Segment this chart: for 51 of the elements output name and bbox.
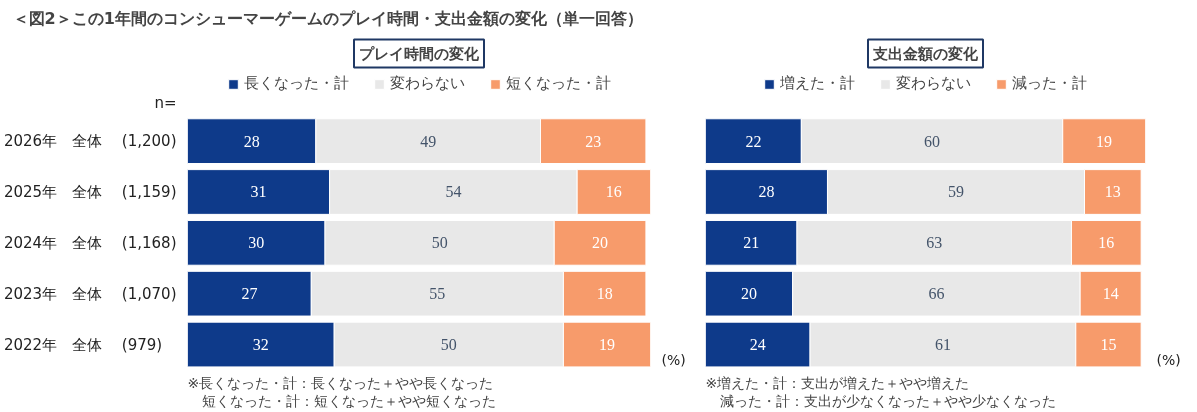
data-label: 31 — [250, 183, 267, 201]
data-label: 55 — [429, 285, 446, 303]
chart-title: 支出金額の変化 — [872, 44, 979, 63]
y-tick-label: 2024年 全体 (1,168) — [3, 233, 177, 252]
legend-label: 増えた・計 — [780, 74, 855, 93]
data-label: 49 — [420, 132, 437, 150]
legend-label: 変わらない — [389, 74, 465, 93]
text: ＜図2＞この1年間のコンシューマーゲームのプレイ時間・支出金額の変化（単一回答） — [12, 8, 643, 28]
y-tick-label: 2025年 全体 (1,159) — [3, 182, 177, 201]
data-label: 30 — [248, 234, 265, 252]
text: ※増えた・計：支出が増えた＋やや増えた — [705, 374, 970, 391]
text: (%) — [661, 351, 686, 368]
data-label: 32 — [252, 336, 269, 354]
y-tick-label: 2022年 全体 (979) — [3, 335, 163, 354]
data-label: 22 — [745, 132, 762, 150]
chart-title: プレイ時間の変化 — [359, 44, 480, 63]
data-label: 20 — [592, 234, 609, 252]
data-label: 54 — [445, 183, 462, 201]
data-label: 23 — [585, 132, 602, 150]
data-label: 50 — [440, 336, 457, 354]
text: 短くなった・計：短くなった＋やや短くなった — [187, 392, 496, 409]
data-label: 28 — [243, 132, 260, 150]
text: ※長くなった・計：長くなった＋やや長くなった — [187, 374, 494, 391]
data-label: 19 — [598, 336, 615, 354]
data-label: 60 — [924, 132, 941, 150]
data-label: 20 — [741, 285, 758, 303]
legend-label: 長くなった・計 — [243, 74, 349, 93]
legend-label: 短くなった・計 — [505, 74, 611, 93]
data-label: 28 — [758, 183, 775, 201]
data-label: 18 — [596, 285, 613, 303]
y-tick-label: 2026年 全体 (1,200) — [3, 132, 177, 151]
data-label: 14 — [1102, 285, 1119, 303]
data-label: 50 — [431, 234, 448, 252]
data-label: 15 — [1100, 336, 1117, 354]
data-label: 27 — [241, 285, 258, 303]
data-label: 24 — [749, 336, 766, 354]
text: 減った・計：支出が少なくなった＋やや少なくなった — [705, 392, 1056, 409]
legend-label: 減った・計 — [1012, 74, 1087, 93]
data-label: 19 — [1096, 132, 1113, 150]
text: (%) — [1156, 351, 1181, 368]
data-label: 16 — [605, 183, 622, 201]
text: n= — [154, 94, 177, 113]
data-label: 13 — [1104, 183, 1121, 201]
data-label: 16 — [1098, 234, 1115, 252]
y-tick-label: 2023年 全体 (1,070) — [3, 284, 177, 303]
data-label: 63 — [926, 234, 943, 252]
data-label: 66 — [928, 285, 945, 303]
data-label: 21 — [743, 234, 760, 252]
data-label: 59 — [948, 183, 964, 201]
data-label: 61 — [934, 336, 951, 354]
legend-label: 変わらない — [896, 74, 971, 93]
